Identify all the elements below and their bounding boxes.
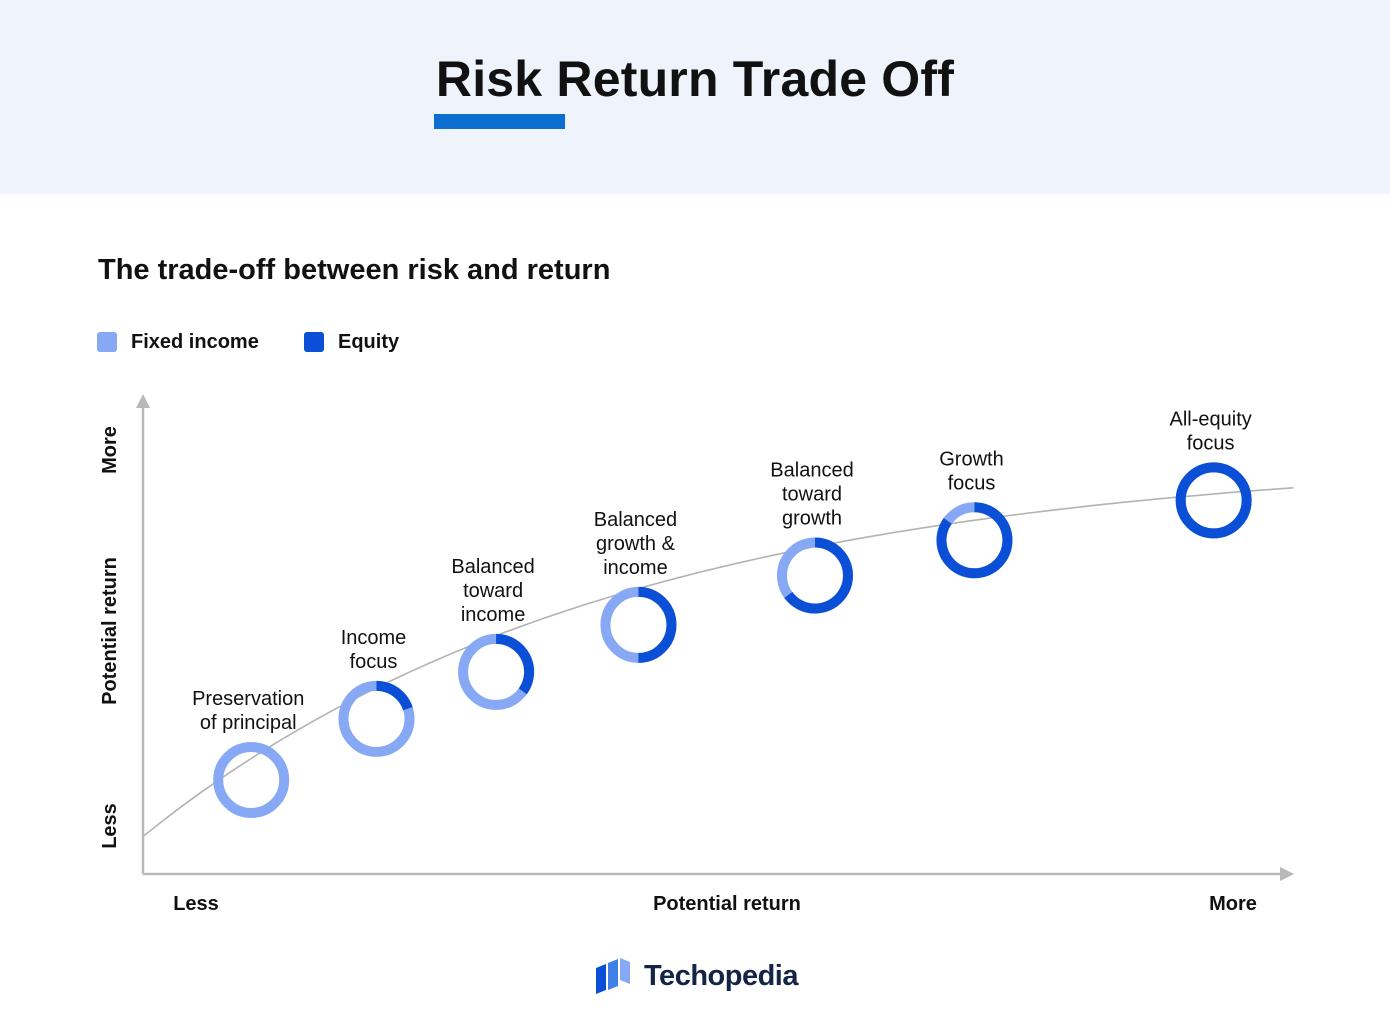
ring-equity [495, 633, 535, 695]
y-axis-low-label: Less [99, 803, 121, 849]
point-label-line: focus [350, 651, 398, 673]
point-label-line: toward [782, 484, 842, 506]
x-axis-low-label: Less [173, 893, 219, 915]
point-label-line: Growth [939, 448, 1003, 470]
portfolio-point [600, 586, 677, 663]
point-label-line: growth & [596, 533, 676, 555]
page-title: Risk Return Trade Off [435, 51, 955, 107]
ring-equity [638, 586, 677, 663]
portfolio-points [213, 462, 1252, 818]
portfolio-point [777, 537, 854, 614]
ring-fixed-income [213, 742, 290, 818]
ring-equity [936, 502, 1013, 579]
y-axis-arrow-icon [136, 394, 150, 408]
brand-logo: Techopedia [594, 956, 799, 998]
point-label-line: income [461, 604, 525, 626]
point-label-line: Income [341, 627, 407, 649]
title-underline [434, 114, 565, 129]
point-label: Balanced toward income [451, 556, 534, 626]
x-axis-arrow-icon [1280, 867, 1294, 881]
legend-swatch-fixed-income [97, 332, 117, 352]
portfolio-point [338, 680, 415, 757]
portfolio-point [1175, 462, 1252, 539]
point-label-line: income [603, 557, 667, 579]
trade-off-curve [142, 487, 1294, 838]
y-axis-high-label: More [99, 426, 121, 474]
point-label-line: growth [782, 508, 842, 530]
ring-equity [376, 680, 413, 711]
chart-title: The trade-off between risk and return [98, 254, 611, 286]
portfolio-point [213, 742, 290, 818]
point-label: Income focus [341, 627, 407, 673]
portfolio-point [936, 502, 1013, 579]
point-label-line: toward [463, 580, 523, 602]
techopedia-logo-icon [596, 958, 630, 994]
brand-name: Techopedia [644, 960, 799, 992]
x-axis-title: Potential return [653, 893, 801, 915]
x-axis-high-label: More [1209, 893, 1257, 915]
point-label-line: Balanced [594, 509, 677, 531]
point-label: Balanced growth & income [594, 509, 677, 579]
legend-swatch-equity [304, 332, 324, 352]
point-label: All-equity focus [1170, 408, 1252, 454]
header-banner: Risk Return Trade Off [0, 0, 1390, 194]
ring-equity [1175, 462, 1252, 539]
point-label: Growth focus [939, 448, 1003, 494]
trade-off-curve-layer [142, 487, 1294, 838]
chart-axes [136, 394, 1294, 881]
point-label-line: Preservation [192, 688, 304, 710]
point-label-line: Balanced [451, 556, 534, 578]
point-label-line: Balanced [770, 460, 853, 482]
point-label-line: of principal [200, 712, 297, 734]
legend-label-fixed-income: Fixed income [131, 331, 259, 353]
y-axis-title: Potential return [99, 557, 121, 705]
point-label: Balanced toward growth [770, 460, 853, 530]
portfolio-point [458, 633, 535, 710]
point-label-line: All-equity [1170, 408, 1252, 430]
legend-label-equity: Equity [338, 331, 400, 353]
point-label-line: focus [948, 472, 996, 494]
ring-equity [784, 537, 853, 614]
point-label-line: focus [1187, 432, 1235, 454]
point-label: Preservation of principal [192, 688, 304, 734]
